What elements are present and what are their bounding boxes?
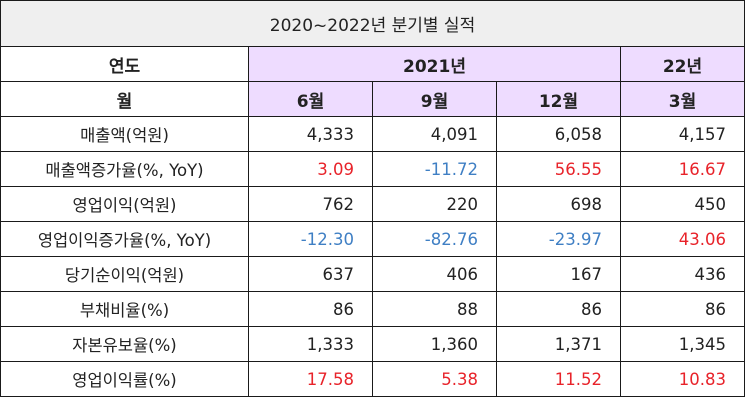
value-cell: 762 bbox=[248, 186, 373, 222]
table-row: 자본유보율(%) 1,333 1,360 1,371 1,345 bbox=[0, 326, 745, 362]
year-22-header: 22년 bbox=[619, 46, 745, 82]
value-cell: 17.58 bbox=[248, 361, 373, 397]
month-header: 9월 bbox=[372, 81, 497, 117]
value-cell: 43.06 bbox=[619, 221, 745, 257]
value-cell: 220 bbox=[372, 186, 497, 222]
row-label: 자본유보율(%) bbox=[0, 326, 249, 362]
table-row: 매출액(억원) 4,333 4,091 6,058 4,157 bbox=[0, 116, 745, 152]
value-cell: 1,371 bbox=[496, 326, 621, 362]
table-row: 매출액증가율(%, YoY) 3.09 -11.72 56.55 16.67 bbox=[0, 151, 745, 187]
year-2021-header: 2021년 bbox=[248, 46, 621, 82]
value-cell: 1,360 bbox=[372, 326, 497, 362]
year-header-row: 연도 2021년 22년 bbox=[0, 46, 745, 82]
value-cell: 4,333 bbox=[248, 116, 373, 152]
value-cell: -12.30 bbox=[248, 221, 373, 257]
value-cell: 4,157 bbox=[619, 116, 745, 152]
value-cell: 1,345 bbox=[619, 326, 745, 362]
month-header-row: 월 6월 9월 12월 3월 bbox=[0, 81, 745, 117]
value-cell: 637 bbox=[248, 256, 373, 292]
table-row: 영업이익률(%) 17.58 5.38 11.52 10.83 bbox=[0, 361, 745, 397]
value-cell: 406 bbox=[372, 256, 497, 292]
table-row: 영업이익(억원) 762 220 698 450 bbox=[0, 186, 745, 222]
value-cell: 86 bbox=[619, 291, 745, 327]
table-title: 2020~2022년 분기별 실적 bbox=[0, 0, 745, 47]
value-cell: 11.52 bbox=[496, 361, 621, 397]
value-cell: 86 bbox=[248, 291, 373, 327]
row-label: 영업이익증가율(%, YoY) bbox=[0, 221, 249, 257]
row-label: 부채비율(%) bbox=[0, 291, 249, 327]
value-cell: 5.38 bbox=[372, 361, 497, 397]
value-cell: 1,333 bbox=[248, 326, 373, 362]
row-label: 매출액증가율(%, YoY) bbox=[0, 151, 249, 187]
row-label: 영업이익률(%) bbox=[0, 361, 249, 397]
value-cell: 436 bbox=[619, 256, 745, 292]
table-row: 당기순이익(억원) 637 406 167 436 bbox=[0, 256, 745, 292]
month-header: 6월 bbox=[248, 81, 373, 117]
value-cell: 4,091 bbox=[372, 116, 497, 152]
table-row: 영업이익증가율(%, YoY) -12.30 -82.76 -23.97 43.06 bbox=[0, 221, 745, 257]
value-cell: 3.09 bbox=[248, 151, 373, 187]
month-header: 12월 bbox=[496, 81, 621, 117]
row-label: 영업이익(억원) bbox=[0, 186, 249, 222]
value-cell: -23.97 bbox=[496, 221, 621, 257]
value-cell: 16.67 bbox=[619, 151, 745, 187]
year-label: 연도 bbox=[0, 46, 249, 82]
value-cell: 450 bbox=[619, 186, 745, 222]
value-cell: 10.83 bbox=[619, 361, 745, 397]
value-cell: 56.55 bbox=[496, 151, 621, 187]
value-cell: -82.76 bbox=[372, 221, 497, 257]
value-cell: 698 bbox=[496, 186, 621, 222]
row-label: 당기순이익(억원) bbox=[0, 256, 249, 292]
value-cell: -11.72 bbox=[372, 151, 497, 187]
value-cell: 88 bbox=[372, 291, 497, 327]
table-row: 부채비율(%) 86 88 86 86 bbox=[0, 291, 745, 327]
month-header: 3월 bbox=[619, 81, 745, 117]
month-label: 월 bbox=[0, 81, 249, 117]
value-cell: 86 bbox=[496, 291, 621, 327]
row-label: 매출액(억원) bbox=[0, 116, 249, 152]
value-cell: 167 bbox=[496, 256, 621, 292]
title-row: 2020~2022년 분기별 실적 bbox=[0, 0, 745, 47]
value-cell: 6,058 bbox=[496, 116, 621, 152]
